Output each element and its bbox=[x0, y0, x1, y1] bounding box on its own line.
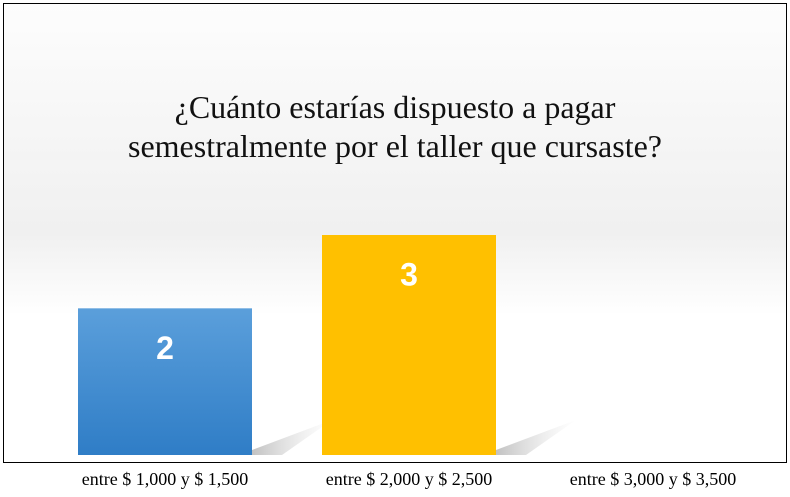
data-label: 2 bbox=[156, 330, 174, 366]
data-label: 3 bbox=[400, 256, 418, 292]
bar bbox=[78, 308, 252, 455]
bar bbox=[322, 235, 496, 455]
chart-title: ¿Cuánto estarías dispuesto a pagar semes… bbox=[128, 89, 662, 164]
x-tick-label: entre $ 2,000 y $ 2,500 bbox=[326, 469, 492, 489]
bar-shadow bbox=[496, 420, 576, 455]
bar-shadow bbox=[252, 420, 332, 455]
x-tick-label: entre $ 1,000 y $ 1,500 bbox=[82, 469, 248, 489]
x-tick-label: entre $ 3,000 y $ 3,500 bbox=[570, 469, 736, 489]
